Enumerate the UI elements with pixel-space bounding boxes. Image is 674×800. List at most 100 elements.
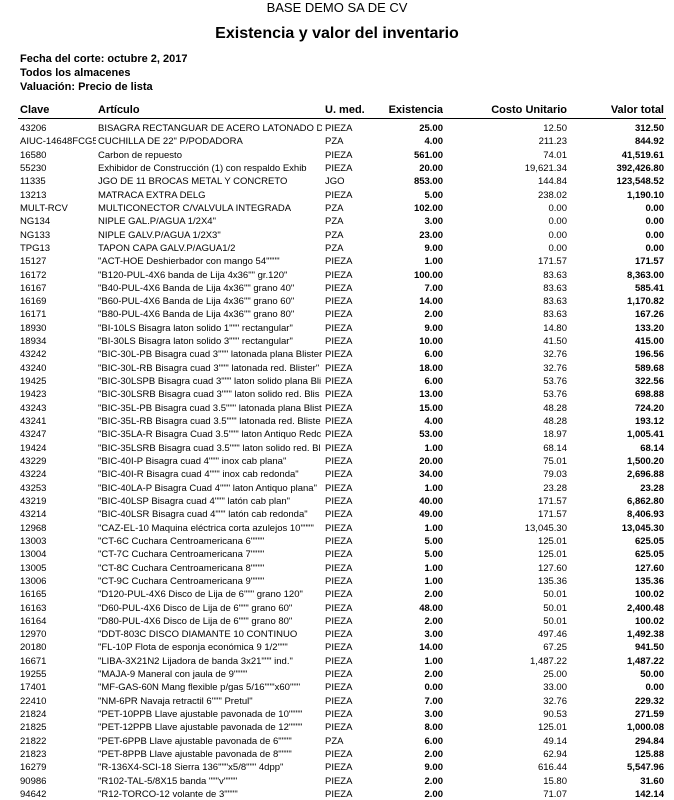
existencia-cell: 2.00 [424, 589, 444, 601]
unidad-cell: PIEZA [325, 376, 353, 388]
unidad-cell: PIEZA [325, 362, 353, 374]
unidad-cell: PZA [325, 735, 344, 747]
articulo-cell: "CT-6C Cuchara Centroamericana 6"""" [98, 535, 265, 547]
unidad-cell: PIEZA [325, 442, 353, 454]
articulo-cell: "D120-PUL-4X6 Disco de Lija de 6""" gran… [98, 589, 303, 601]
clave-cell: 17401 [20, 682, 47, 694]
existencia-cell: 1.00 [424, 522, 444, 534]
company: BASE DEMO SA DE CV [266, 0, 408, 15]
clave-cell: NG134 [20, 216, 51, 228]
existencia-cell: 48.00 [419, 602, 443, 614]
articulo-cell: "MAJA-9 Maneral con jaula de 9"""" [98, 669, 248, 681]
articulo-cell: Exhibidor de Construcción (1) con respal… [98, 162, 307, 174]
existencia-cell: 15.00 [419, 402, 443, 414]
costo-unitario-cell: 48.28 [543, 416, 567, 428]
existencia-cell: 18.00 [419, 362, 443, 374]
existencia-cell: 20.00 [419, 456, 443, 467]
articulo-cell: "B60-PUL-4X6 Banda de Lija 4x36"" grano … [98, 296, 295, 308]
clave-cell: 55230 [20, 162, 47, 174]
unidad-cell: PIEZA [325, 762, 353, 774]
column-header: Existencia [388, 104, 443, 116]
articulo-cell: "CT-9C Cuchara Centroamericana 9"""" [98, 575, 265, 587]
articulo-cell: "PET-12PPB Llave ajustable pavonada de 1… [98, 722, 303, 734]
clave-cell: 43224 [20, 469, 47, 481]
articulo-cell: "R12-TORCO-12 volante de 3"""" [98, 789, 238, 800]
valor-total-cell: 1,487.22 [627, 655, 664, 667]
valor-total-cell: 31.60 [640, 775, 664, 787]
valor-total-cell: 167.26 [634, 309, 664, 321]
articulo-cell: "B40-PUL-4X6 Banda de Lija 4x36"" grano … [98, 282, 295, 294]
valor-total-cell: 196.56 [634, 349, 664, 361]
clave-cell: 16165 [20, 589, 47, 601]
valor-total-cell: 415.00 [634, 336, 664, 348]
existencia-cell: 2.00 [424, 789, 444, 800]
unidad-cell: PIEZA [325, 309, 353, 321]
report-title: Existencia y valor del inventario [215, 25, 459, 42]
articulo-cell: BISAGRA RECTANGUAR DE ACERO LATONADO D [98, 123, 322, 134]
clave-cell: 94642 [20, 789, 47, 800]
costo-unitario-cell: 83.63 [543, 282, 567, 294]
valor-total-cell: 844.92 [634, 136, 664, 148]
costo-unitario-cell: 125.01 [537, 535, 567, 547]
existencia-cell: 25.00 [419, 123, 443, 134]
costo-unitario-cell: 0.00 [548, 229, 568, 241]
existencia-cell: 2.00 [424, 615, 444, 627]
clave-cell: AIUC-14648FCG5 [20, 136, 96, 148]
existencia-cell: 9.00 [424, 242, 444, 254]
valor-total-cell: 229.32 [634, 695, 664, 707]
costo-unitario-cell: 0.00 [548, 202, 568, 214]
valor-total-cell: 698.88 [634, 389, 664, 401]
valor-total-cell: 125.88 [634, 749, 664, 761]
valor-total-cell: 312.50 [634, 123, 664, 134]
costo-unitario-cell: 50.01 [543, 602, 567, 614]
clave-cell: 13213 [20, 189, 47, 201]
existencia-cell: 3.00 [424, 216, 444, 228]
valor-total-cell: 123,548.52 [616, 176, 664, 188]
articulo-cell: Carbon de repuesto [98, 149, 182, 161]
costo-unitario-cell: 0.00 [548, 242, 568, 254]
valor-total-cell: 8,363.00 [627, 269, 664, 281]
unidad-cell: PIEZA [325, 682, 353, 694]
unidad-cell: PIEZA [325, 575, 353, 587]
existencia-cell: 4.00 [424, 416, 444, 428]
articulo-cell: "B80-PUL-4X6 Banda de Lija 4x36"" grano … [98, 309, 295, 321]
valor-total-cell: 271.59 [634, 709, 664, 721]
valor-total-cell: 41,519.61 [621, 149, 664, 161]
existencia-cell: 2.00 [424, 669, 444, 681]
clave-cell: 43241 [20, 416, 47, 428]
costo-unitario-cell: 497.46 [537, 629, 567, 641]
existencia-cell: 2.00 [424, 775, 444, 787]
existencia-cell: 561.00 [413, 149, 443, 161]
valor-total-cell: 1,500.20 [627, 456, 664, 467]
clave-cell: 15127 [20, 256, 47, 268]
costo-unitario-cell: 171.57 [537, 509, 567, 521]
unidad-cell: PZA [325, 202, 344, 214]
column-header: Costo Unitario [491, 104, 567, 116]
articulo-cell: "PET-6PPB Llave ajustable pavonada de 6"… [98, 735, 292, 747]
unidad-cell: PIEZA [325, 256, 353, 268]
existencia-cell: 1.00 [424, 575, 444, 587]
clave-cell: 16171 [20, 309, 47, 321]
clave-cell: 43242 [20, 349, 47, 361]
unidad-cell: PIEZA [325, 162, 353, 174]
existencia-cell: 1.00 [424, 482, 444, 494]
unidad-cell: PZA [325, 136, 344, 148]
unidad-cell: PIEZA [325, 469, 353, 481]
existencia-cell: 4.00 [424, 136, 444, 148]
existencia-cell: 7.00 [424, 282, 444, 294]
articulo-cell: "BIC-40LA-P Bisagra Cuad 4""" laton Anti… [98, 482, 317, 494]
unidad-cell: PIEZA [325, 549, 353, 561]
valor-total-cell: 1,190.10 [627, 189, 664, 201]
unidad-cell: PIEZA [325, 389, 353, 401]
existencia-cell: 3.00 [424, 709, 444, 721]
clave-cell: 18930 [20, 322, 47, 334]
existencia-cell: 14.00 [419, 296, 443, 308]
valor-total-cell: 100.02 [634, 615, 664, 627]
clave-cell: 21824 [20, 709, 47, 721]
costo-unitario-cell: 33.00 [543, 682, 567, 694]
clave-cell: 21822 [20, 735, 47, 747]
costo-unitario-cell: 83.63 [543, 269, 567, 281]
existencia-cell: 13.00 [419, 389, 443, 401]
costo-unitario-cell: 135.36 [537, 575, 567, 587]
existencia-cell: 2.00 [424, 309, 444, 321]
